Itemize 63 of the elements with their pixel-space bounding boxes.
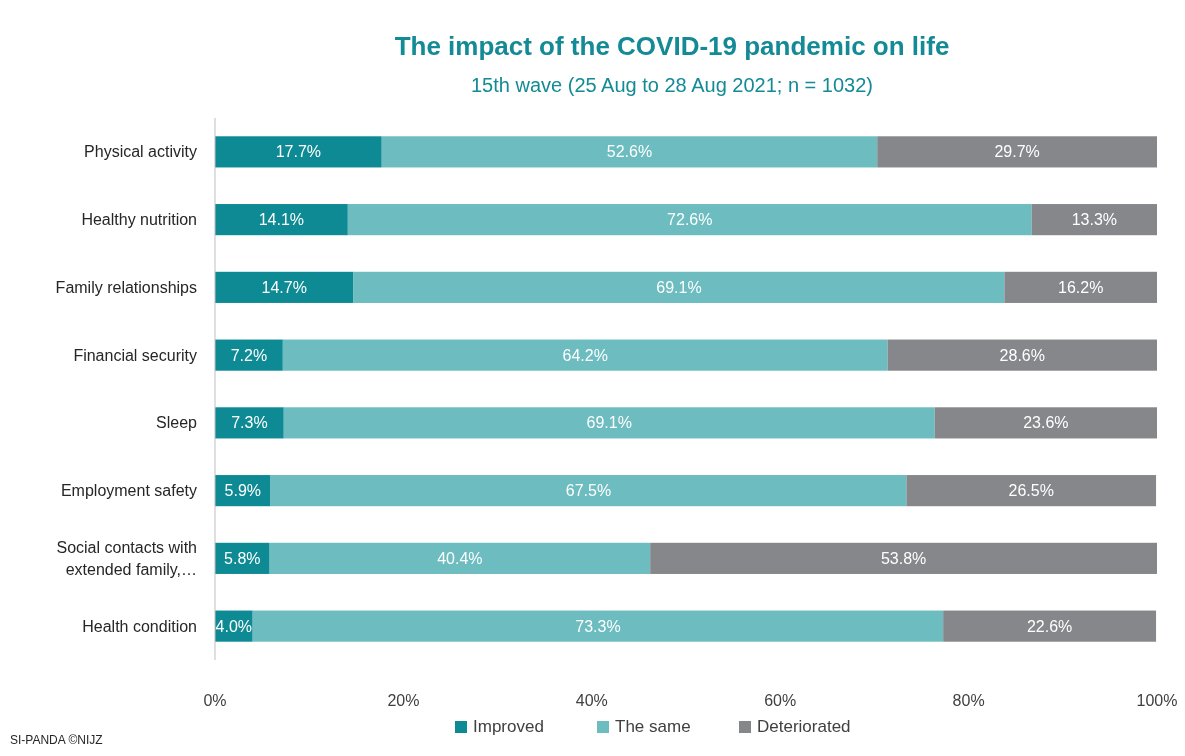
x-tick-label: 100% bbox=[1136, 692, 1178, 709]
bar bbox=[934, 407, 1157, 439]
bar bbox=[943, 610, 1157, 642]
x-tick-label: 60% bbox=[764, 692, 797, 709]
data-label: 7.2% bbox=[230, 346, 268, 364]
data-label: 64.2% bbox=[562, 346, 608, 364]
bar bbox=[1031, 204, 1157, 236]
bar bbox=[1004, 271, 1157, 303]
data-label: 69.1% bbox=[586, 414, 632, 432]
data-label: 52.6% bbox=[606, 143, 653, 161]
data-label: 29.7% bbox=[994, 143, 1040, 161]
bar bbox=[270, 475, 907, 507]
bar bbox=[887, 339, 1157, 371]
legend-label: Improved bbox=[473, 717, 544, 736]
bar bbox=[282, 339, 888, 371]
x-tick-label: 80% bbox=[952, 692, 985, 709]
y-tick-label: Employment safety bbox=[60, 482, 197, 500]
data-label: 28.6% bbox=[999, 346, 1045, 364]
data-label: 14.1% bbox=[258, 211, 305, 229]
bar bbox=[347, 204, 1032, 236]
chart-title: The impact of the COVID-19 pandemic on life bbox=[394, 31, 950, 61]
data-label: 23.6% bbox=[1023, 414, 1069, 432]
text: SI-PANDA ©NIJZ bbox=[10, 733, 103, 747]
bar bbox=[215, 136, 382, 168]
bar bbox=[877, 136, 1157, 168]
data-label: 40.4% bbox=[437, 549, 483, 567]
bar bbox=[283, 407, 935, 439]
data-label: 5.8% bbox=[224, 549, 261, 567]
y-tick-label: Sleep bbox=[156, 414, 198, 432]
x-tick-label: 40% bbox=[575, 692, 608, 709]
bar bbox=[252, 610, 944, 642]
y-tick-label: Healthy nutrition bbox=[81, 211, 197, 229]
data-label: 5.9% bbox=[224, 482, 262, 500]
legend-label: The same bbox=[615, 717, 691, 736]
data-label: 17.7% bbox=[275, 143, 322, 161]
y-tick-label: Financial security bbox=[73, 346, 197, 364]
bar bbox=[215, 271, 354, 303]
legend-label: Deteriorated bbox=[757, 717, 851, 736]
y-tick-label: Physical activity bbox=[84, 143, 197, 161]
bar bbox=[215, 204, 348, 236]
y-tick-label: Family relationships bbox=[55, 278, 197, 296]
data-label: 26.5% bbox=[1008, 482, 1054, 500]
chart-subtitle: 15th wave (25 Aug to 28 Aug 2021; n = 1032) bbox=[471, 74, 873, 96]
data-label: 14.7% bbox=[261, 278, 307, 296]
data-label: 69.1% bbox=[656, 278, 702, 296]
bar bbox=[906, 475, 1157, 507]
y-tick-label: Social contacts with extended family,… bbox=[56, 538, 197, 578]
y-tick-label: Health condition bbox=[82, 617, 197, 635]
data-label: 67.5% bbox=[565, 482, 612, 500]
data-label: 16.2% bbox=[1058, 278, 1104, 296]
bar bbox=[269, 542, 651, 574]
x-tick-label: 0% bbox=[203, 692, 227, 709]
x-tick-label: 20% bbox=[387, 692, 420, 709]
data-label: 73.3% bbox=[575, 617, 621, 635]
data-label: 7.3% bbox=[231, 414, 268, 432]
data-label: 53.8% bbox=[880, 549, 927, 567]
data-label: 13.3% bbox=[1071, 211, 1118, 229]
bar bbox=[650, 542, 1157, 574]
data-label: 22.6% bbox=[1026, 617, 1073, 635]
data-label: 72.6% bbox=[667, 211, 713, 229]
bar bbox=[353, 271, 1005, 303]
data-label: 4.0% bbox=[215, 617, 253, 635]
bar bbox=[381, 136, 878, 168]
